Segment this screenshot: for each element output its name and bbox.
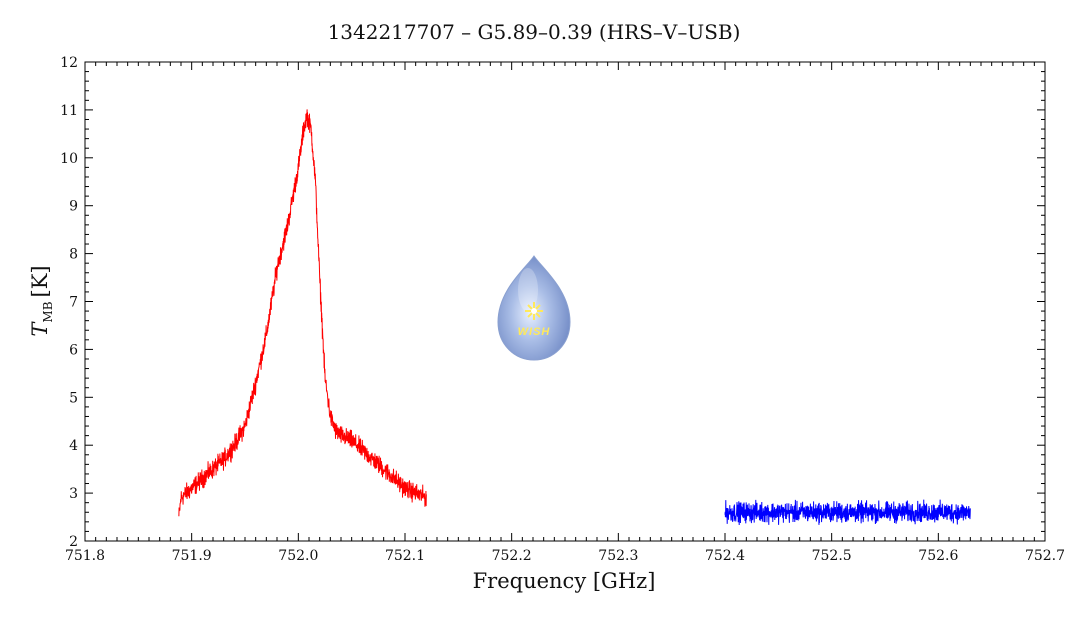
y-tick-label: 10: [60, 151, 78, 167]
y-tick-label: 7: [69, 295, 78, 311]
y-axis-title-symbol: T: [28, 321, 52, 337]
x-tick-labels: 751.8 751.9 752.0 752.1 752.2 752.3 752.4 752.5…: [65, 548, 1065, 564]
x-tick-label: 752.0: [278, 548, 318, 564]
y-axis-title-subscript: MB: [41, 301, 55, 322]
x-tick-label: 752.5: [812, 548, 852, 564]
y-axis-title: TMB [K]: [28, 265, 55, 336]
x-tick-label: 752.3: [598, 548, 638, 564]
y-tick-label: 11: [60, 103, 78, 119]
x-tick-label: 751.8: [65, 548, 105, 564]
chart-title: 1342217707 – G5.89–0.39 (HRS–V–USB): [328, 20, 741, 44]
y-tick-labels: 2 3 4 5 6 7 8 9 10 11 12: [60, 55, 78, 550]
logo-text: WISH: [518, 326, 551, 338]
series-line-1: [178, 109, 427, 517]
y-tick-label: 6: [69, 342, 78, 358]
x-axis-title: Frequency [GHz]: [473, 569, 656, 593]
y-tick-label: 8: [69, 247, 78, 263]
x-tick-label: 752.4: [705, 548, 745, 564]
y-tick-label: 12: [60, 55, 78, 71]
x-tick-label: 752.1: [385, 548, 425, 564]
y-tick-label: 9: [69, 199, 78, 215]
ticks-layer: [84, 61, 1046, 542]
wish-logo: WISH: [497, 255, 571, 361]
y-tick-label: 2: [69, 534, 78, 550]
x-tick-label: 752.6: [918, 548, 958, 564]
y-tick-label: 4: [69, 438, 78, 454]
x-tick-label: 752.7: [1025, 548, 1065, 564]
x-tick-label: 752.2: [492, 548, 532, 564]
svg-text:TMB[K]: TMB [K]: [28, 265, 55, 336]
y-axis-title-unit: [K]: [28, 265, 52, 297]
x-tick-label: 751.9: [172, 548, 212, 564]
y-tick-label: 5: [69, 390, 78, 406]
series-layer: [178, 109, 971, 525]
y-tick-label: 3: [69, 486, 78, 502]
series-line-2: [724, 499, 971, 525]
